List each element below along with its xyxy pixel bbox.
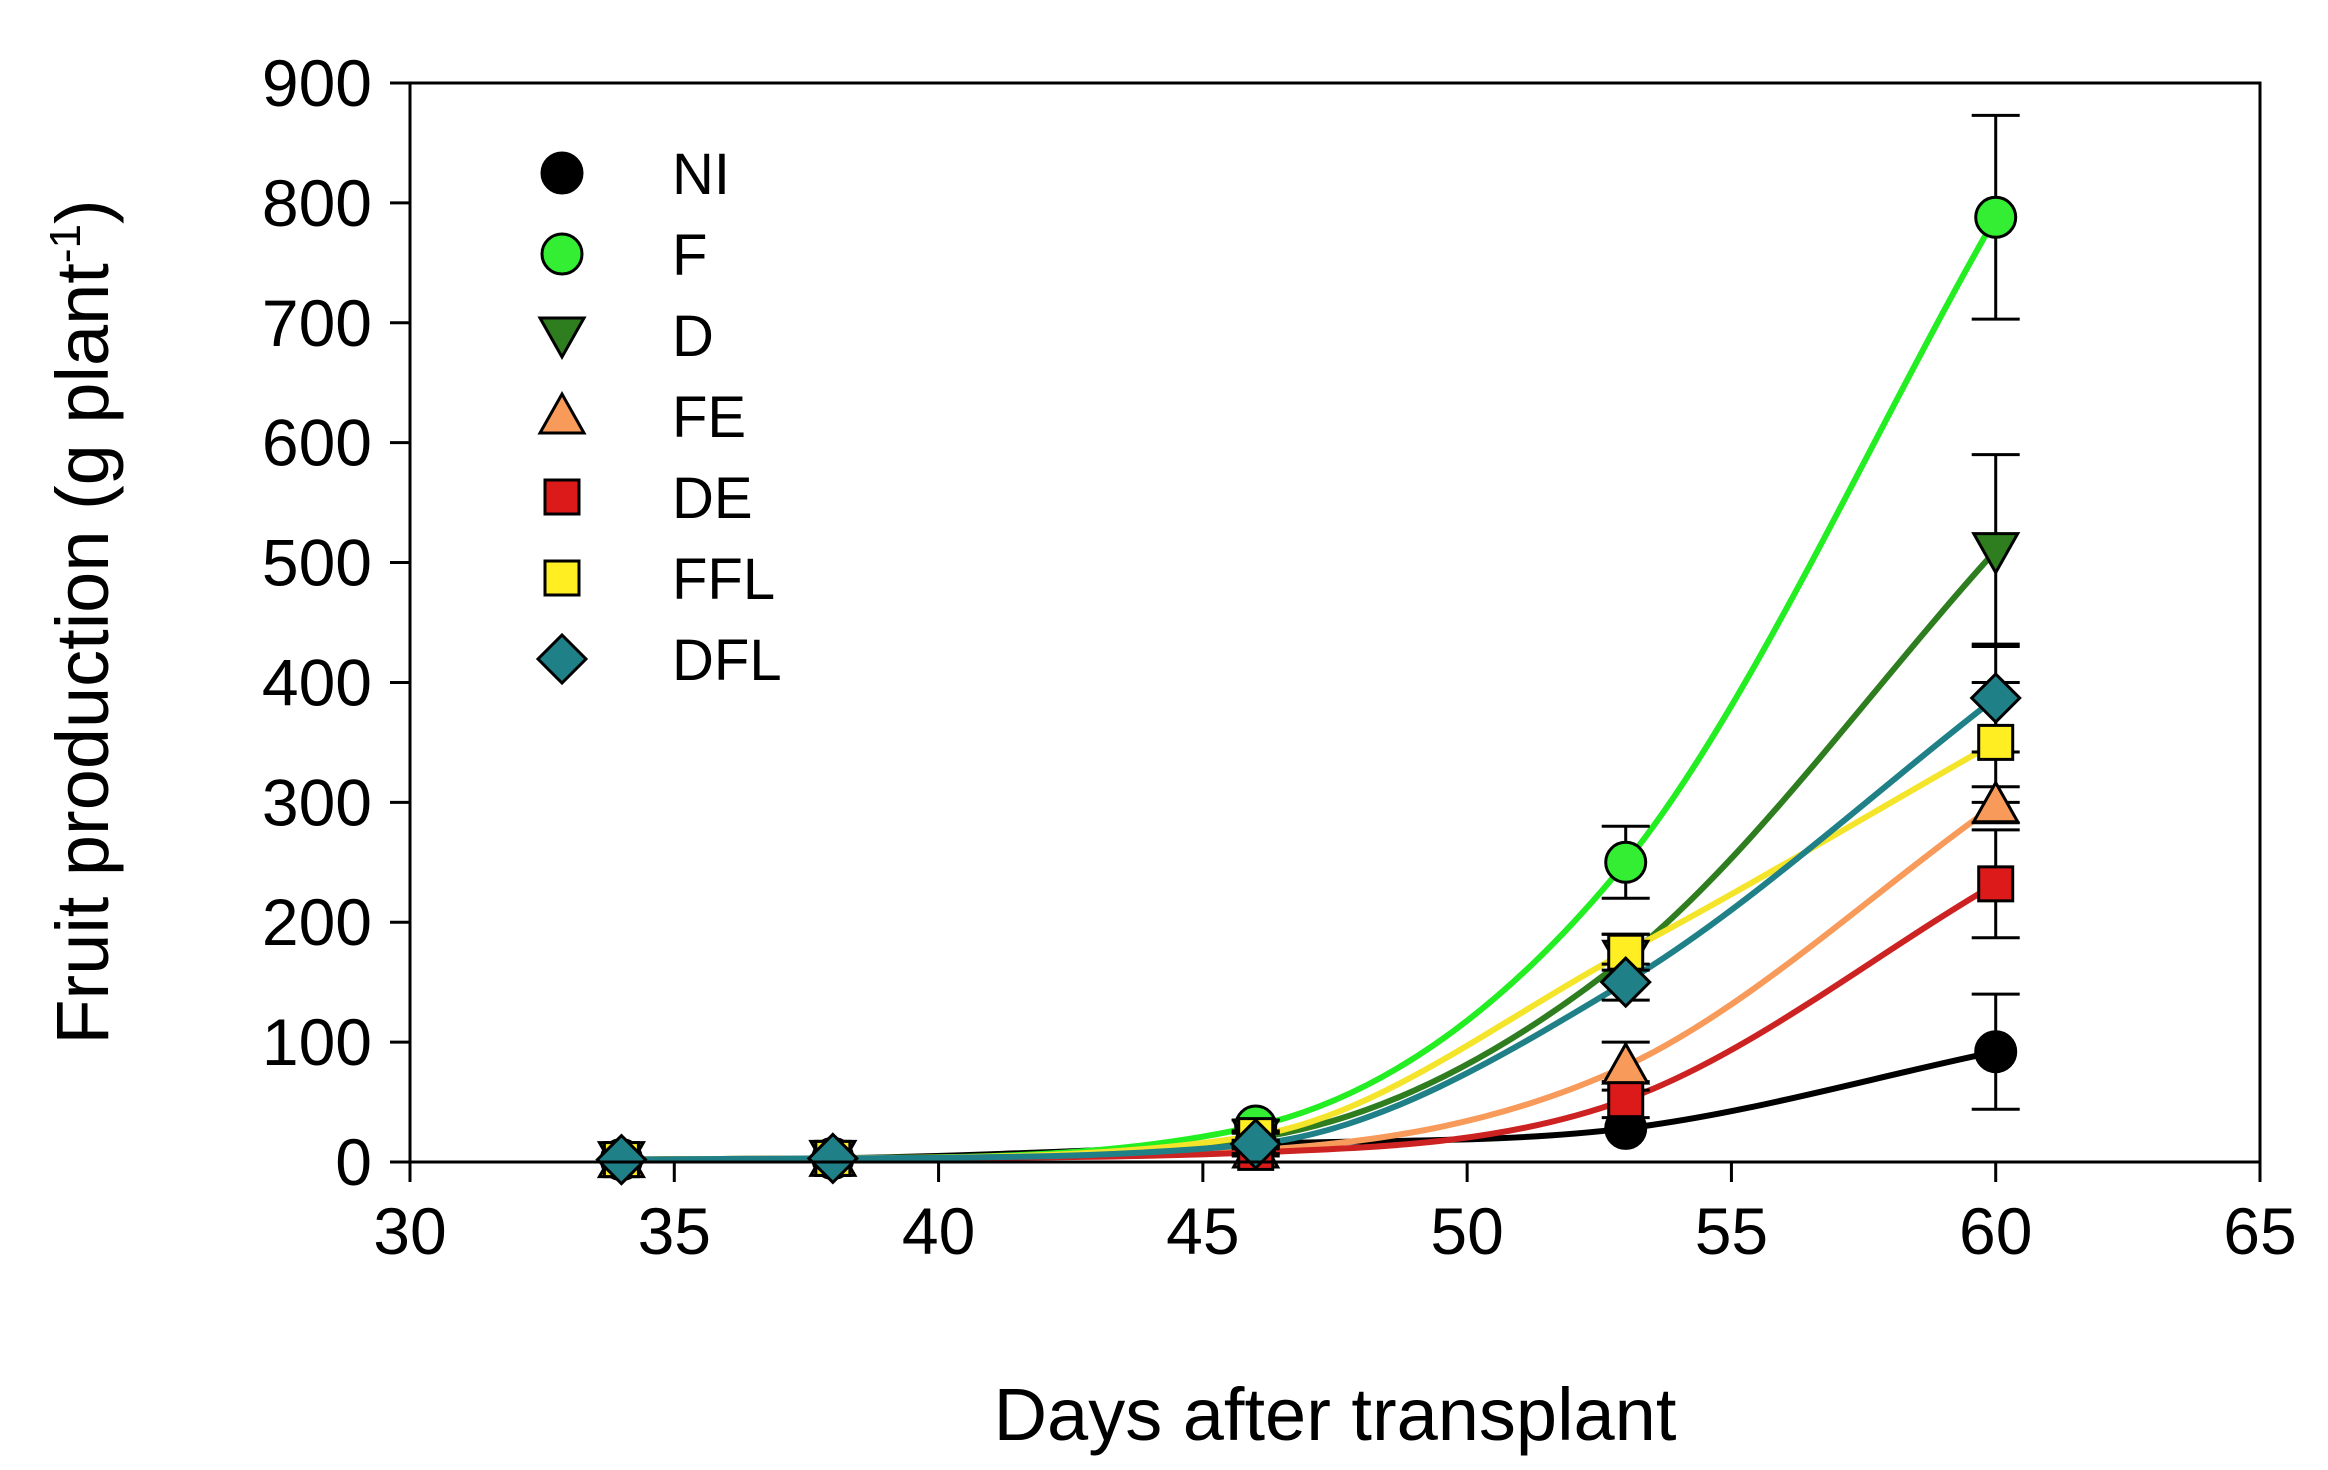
legend-label-f: F bbox=[672, 223, 707, 288]
point-dfl bbox=[1229, 1117, 1282, 1171]
y-axis-title-close: ) bbox=[41, 199, 124, 224]
y-tick-label: 100 bbox=[262, 1005, 372, 1079]
point-dfl bbox=[806, 1132, 859, 1185]
point-de bbox=[1977, 865, 2015, 903]
legend-label-ni: NI bbox=[672, 142, 730, 207]
point-ffl bbox=[1977, 723, 2015, 761]
series-line-dfl bbox=[621, 695, 1998, 1163]
legend-marker-dfl bbox=[535, 632, 589, 686]
y-tick-label: 600 bbox=[262, 406, 372, 480]
point-dfl bbox=[1969, 671, 2022, 725]
legend-label-de: DE bbox=[672, 466, 753, 531]
x-tick-label: 55 bbox=[1695, 1194, 1768, 1268]
y-tick-label: 900 bbox=[262, 46, 372, 120]
y-tick-label: 500 bbox=[262, 526, 372, 600]
x-tick-label: 50 bbox=[1430, 1194, 1503, 1268]
point-f bbox=[1604, 840, 1648, 884]
legend-label-dfl: DFL bbox=[672, 628, 782, 693]
point-f bbox=[1974, 195, 2018, 239]
y-axis-title-main: Fruit production (g plant bbox=[41, 263, 124, 1045]
series-line-de bbox=[621, 881, 1998, 1163]
point-fe bbox=[1971, 779, 2021, 824]
point-dfl bbox=[595, 1133, 648, 1186]
y-axis-title: Fruit production (g plant-1) bbox=[41, 199, 124, 1044]
y-tick-label: 700 bbox=[262, 286, 372, 360]
y-tick-label: 400 bbox=[262, 645, 372, 719]
y-tick-label: 300 bbox=[262, 765, 372, 839]
legend: NI FD FE DE FFL DFL bbox=[535, 142, 782, 693]
legend-marker-d bbox=[537, 316, 587, 361]
series-layer bbox=[595, 113, 2022, 1186]
legend-marker-ni bbox=[540, 151, 584, 195]
legend-label-fe: FE bbox=[672, 385, 746, 450]
legend-label-ffl: FFL bbox=[672, 547, 775, 612]
legend-marker-fe bbox=[537, 390, 587, 435]
series-line-d bbox=[621, 548, 1998, 1163]
x-tick-label: 45 bbox=[1166, 1194, 1239, 1268]
point-de bbox=[1607, 1081, 1645, 1119]
y-tick-label: 200 bbox=[262, 885, 372, 959]
x-tick-label: 30 bbox=[373, 1194, 446, 1268]
x-tick-label: 35 bbox=[638, 1194, 711, 1268]
x-tick-label: 60 bbox=[1959, 1194, 2032, 1268]
x-tick-label: 40 bbox=[902, 1194, 975, 1268]
y-axis-title-superscript: -1 bbox=[41, 224, 90, 263]
point-fe bbox=[1601, 1041, 1651, 1085]
legend-marker-de bbox=[543, 478, 581, 516]
x-tick-label: 65 bbox=[2223, 1194, 2296, 1268]
legend-marker-ffl bbox=[543, 559, 581, 597]
plot-area-frame bbox=[408, 81, 2262, 1164]
point-ni bbox=[1974, 1030, 2018, 1074]
point-d bbox=[1971, 532, 2021, 576]
series-markers bbox=[595, 195, 2022, 1186]
x-axis-title: Days after transplant bbox=[994, 1373, 1677, 1456]
legend-label-d: D bbox=[672, 304, 714, 369]
axis-layer: 0 100 200 300 400 500 600 700 800 900 30 35 40 45 50 55… bbox=[262, 46, 2297, 1268]
legend-marker-f bbox=[540, 232, 584, 276]
series-lines bbox=[621, 215, 1999, 1163]
point-dfl bbox=[1599, 956, 1652, 1009]
y-tick-label: 0 bbox=[335, 1125, 372, 1199]
y-tick-label: 800 bbox=[262, 166, 372, 240]
